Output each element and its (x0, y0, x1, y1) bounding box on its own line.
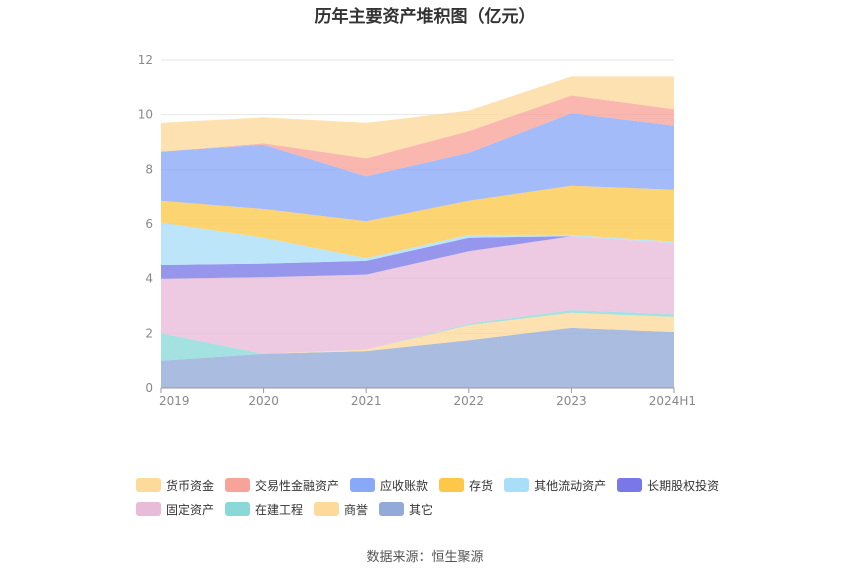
area-长期股权投资[interactable] (161, 236, 674, 279)
legend-label: 应收账款 (380, 478, 429, 493)
y-tick-label: 2 (145, 326, 153, 340)
legend: 货币资金 交易性金融资产 应收账款 存货 其他流动资产 长期股权投资 固定资产 在建工程 商誉… (136, 473, 756, 521)
area-应收账款[interactable] (161, 113, 674, 222)
area-series (161, 76, 674, 388)
legend-item-应收账款[interactable]: 应收账款 (350, 477, 428, 494)
legend-label: 货币资金 (166, 478, 215, 493)
area-其他流动资产[interactable] (161, 222, 674, 265)
legend-swatch (136, 502, 161, 516)
x-tick-label: 2023 (556, 394, 587, 408)
legend-item-其它[interactable]: 其它 (379, 501, 433, 518)
legend-swatch (379, 502, 405, 516)
x-tick-label: 2020 (248, 394, 279, 408)
x-tick-label: 2024H1 (649, 394, 696, 408)
legend-label: 其他流动资产 (534, 478, 607, 493)
legend-row: 货币资金 交易性金融资产 应收账款 存货 其他流动资产 长期股权投资 (136, 473, 756, 497)
legend-label: 存货 (469, 478, 494, 493)
area-在建工程[interactable] (161, 310, 674, 361)
legend-label: 长期股权投资 (647, 478, 720, 493)
legend-label: 其它 (409, 502, 434, 517)
legend-item-货币资金[interactable]: 货币资金 (136, 477, 214, 494)
area-货币资金[interactable] (161, 76, 674, 159)
legend-label: 商誉 (344, 502, 369, 517)
x-tick-label: 2019 (159, 394, 190, 408)
axes: 0 2 4 6 8 10 12 2019 2020 2021 2022 2023 2024H1 (138, 53, 696, 408)
x-tick-label: 2022 (454, 394, 485, 408)
area-存货[interactable] (161, 185, 674, 259)
chart-title: 历年主要资产堆积图（亿元） (314, 7, 536, 27)
legend-swatch (314, 502, 340, 516)
legend-item-商誉[interactable]: 商誉 (314, 501, 368, 518)
legend-label: 在建工程 (255, 502, 304, 517)
legend-label: 固定资产 (166, 502, 215, 517)
legend-swatch (136, 478, 161, 492)
y-tick-label: 8 (145, 162, 153, 176)
y-tick-label: 12 (138, 53, 153, 67)
legend-item-在建工程[interactable]: 在建工程 (225, 501, 303, 518)
legend-swatch (350, 478, 376, 492)
area-其它[interactable] (161, 327, 674, 388)
legend-item-存货[interactable]: 存货 (439, 477, 493, 494)
area-固定资产[interactable] (161, 236, 674, 354)
source-note: 数据来源：恒生聚源 (366, 550, 484, 565)
area-交易性金融资产[interactable] (161, 95, 674, 177)
y-tick-label: 0 (145, 381, 153, 395)
y-tick-label: 4 (145, 272, 153, 286)
legend-item-交易性金融资产[interactable]: 交易性金融资产 (225, 477, 339, 494)
legend-swatch (439, 478, 465, 492)
legend-item-长期股权投资[interactable]: 长期股权投资 (617, 477, 719, 494)
legend-row: 固定资产 在建工程 商誉 其它 (136, 497, 756, 521)
legend-label: 交易性金融资产 (255, 478, 340, 493)
legend-swatch (617, 478, 643, 492)
legend-swatch (225, 478, 251, 492)
legend-item-固定资产[interactable]: 固定资产 (136, 501, 214, 518)
legend-swatch (225, 502, 251, 516)
y-tick-label: 6 (145, 217, 153, 231)
area-商誉[interactable] (161, 312, 674, 361)
y-tick-label: 10 (138, 108, 153, 122)
x-tick-label: 2021 (351, 394, 382, 408)
legend-item-其他流动资产[interactable]: 其他流动资产 (504, 477, 606, 494)
legend-swatch (504, 478, 530, 492)
